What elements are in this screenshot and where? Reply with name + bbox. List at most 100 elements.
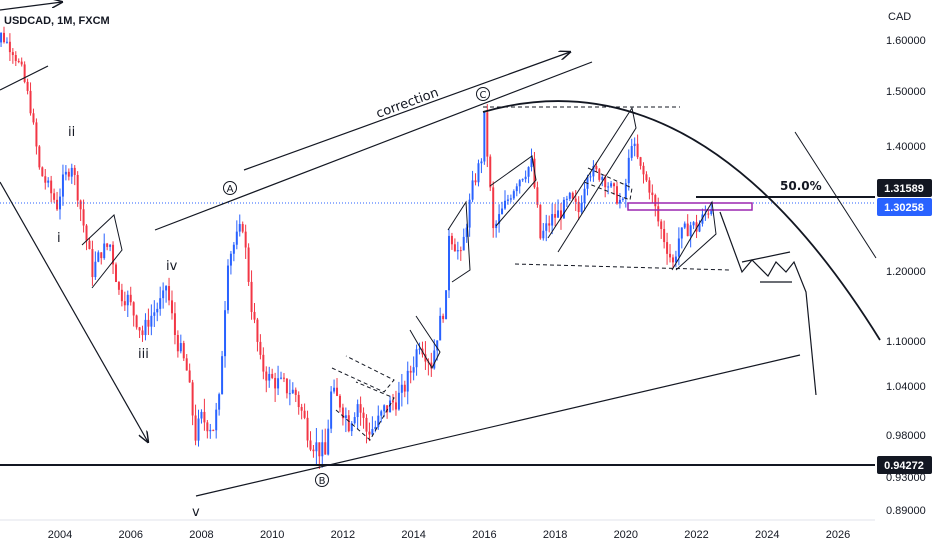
candle-body xyxy=(394,402,397,410)
candle-body xyxy=(141,330,144,336)
candle-body xyxy=(515,186,518,192)
candle-body xyxy=(356,404,359,418)
candle-body xyxy=(524,176,527,180)
candle-body xyxy=(453,244,456,252)
candle-body xyxy=(554,214,557,218)
fib-50-label: 50.0% xyxy=(780,179,822,193)
candle-body xyxy=(633,143,636,147)
projection-path xyxy=(719,211,817,396)
candle-body xyxy=(613,183,616,187)
candle-body xyxy=(698,223,701,232)
candle-body xyxy=(380,411,383,416)
candle-body xyxy=(215,409,218,431)
candle-body xyxy=(330,391,333,429)
candle-body xyxy=(400,384,403,393)
candle-body xyxy=(610,183,613,187)
x-tick-label: 2022 xyxy=(684,529,708,541)
candle-body xyxy=(598,169,601,180)
channel-2012 xyxy=(331,355,395,393)
badge-support-text: 0.94272 xyxy=(884,460,924,472)
candle-body xyxy=(138,327,141,331)
wave-label-B: B xyxy=(319,476,326,487)
candle-body xyxy=(162,290,165,299)
long-trendline xyxy=(195,354,801,497)
y-axis: CAD 1.600001.500001.400001.300001.200001… xyxy=(886,11,926,517)
candle-body xyxy=(412,367,415,373)
candle-body xyxy=(654,195,657,207)
channel-2012b xyxy=(335,381,395,441)
highlight-rect xyxy=(627,202,753,211)
candle-body xyxy=(253,311,256,320)
candles-group xyxy=(0,26,713,469)
candle-body xyxy=(8,41,11,53)
candle-body xyxy=(132,302,135,316)
x-tick-label: 2024 xyxy=(755,529,779,541)
candle-body xyxy=(574,198,577,202)
candle-body xyxy=(29,90,32,114)
channel-2016 xyxy=(489,155,537,227)
candle-body xyxy=(557,210,560,218)
candle-body xyxy=(309,440,312,450)
candle-body xyxy=(607,186,610,188)
channel-2014 xyxy=(409,315,441,370)
y-tick-label: 1.20000 xyxy=(886,266,926,278)
candle-body xyxy=(306,417,309,441)
candle-body xyxy=(542,230,545,239)
y-tick-label: 1.40000 xyxy=(886,141,926,153)
wave-circle-A xyxy=(223,181,237,195)
candle-body xyxy=(250,281,253,312)
candle-body xyxy=(389,400,392,413)
candle-body xyxy=(368,431,371,435)
candle-body xyxy=(627,157,630,184)
candle-body xyxy=(551,214,554,226)
candle-body xyxy=(262,354,265,372)
candle-body xyxy=(674,256,677,263)
candle-body xyxy=(350,423,353,432)
candle-body xyxy=(321,442,324,457)
candle-body xyxy=(64,171,67,175)
right-diagonal xyxy=(794,131,877,259)
candle-body xyxy=(512,191,515,199)
y-tick-label: 0.89000 xyxy=(886,505,926,517)
candle-body xyxy=(188,370,191,383)
candle-body xyxy=(294,389,297,395)
y-tick-label: 1.10000 xyxy=(886,336,926,348)
candle-body xyxy=(168,286,171,301)
candle-body xyxy=(601,177,604,180)
candle-body xyxy=(212,429,215,431)
candle-body xyxy=(32,113,35,123)
candle-body xyxy=(0,32,3,43)
candle-body xyxy=(44,176,47,183)
candle-body xyxy=(498,214,501,224)
candle-body xyxy=(244,231,247,248)
candle-body xyxy=(67,171,70,177)
wave-label-v: v xyxy=(192,505,200,520)
price-badges: 1.31589 1.30258 0.94272 xyxy=(877,179,932,474)
y-tick-label: 1.50000 xyxy=(886,86,926,98)
candle-body xyxy=(530,158,533,168)
wave-label-iv: iv xyxy=(166,259,178,274)
candle-body xyxy=(409,370,412,373)
candle-body xyxy=(20,61,23,65)
candle-body xyxy=(589,176,592,178)
candle-body xyxy=(521,179,524,181)
candle-body xyxy=(445,290,448,320)
candle-body xyxy=(344,415,347,419)
candle-body xyxy=(686,223,689,237)
candle-body xyxy=(209,429,212,432)
candle-body xyxy=(5,41,8,43)
candle-body xyxy=(518,180,521,187)
candle-body xyxy=(282,377,285,379)
candle-body xyxy=(474,180,477,183)
candle-body xyxy=(238,224,241,232)
x-tick-label: 2016 xyxy=(472,529,496,541)
candle-body xyxy=(247,247,250,282)
candle-body xyxy=(486,112,489,157)
candle-body xyxy=(126,294,129,306)
candle-body xyxy=(397,392,400,410)
candle-body xyxy=(450,235,453,245)
candle-body xyxy=(185,358,188,371)
currency-label: CAD xyxy=(888,11,911,23)
candle-body xyxy=(645,174,648,181)
